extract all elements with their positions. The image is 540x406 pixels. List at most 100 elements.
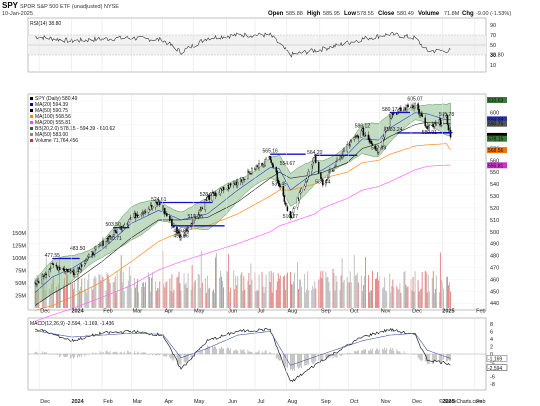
volume-bar [413,291,415,308]
volume-bar [389,273,391,308]
candle-body [364,135,367,137]
month-tick-label: Dec [40,309,50,315]
macd-histogram-bar [109,351,111,354]
volume-bar [418,291,420,308]
candle-body [108,236,110,242]
macd-histogram-bar [434,354,436,362]
volume-bar [173,289,175,308]
volume-bar [211,291,213,308]
candle-body [374,145,377,150]
price-tick-label: 560 [490,158,499,164]
candle-body [382,136,385,140]
rsi-tick-label: 30 [490,53,496,59]
candle-body [384,129,387,132]
candle-body [388,116,391,127]
volume-bar [327,277,329,308]
macd-histogram-bar [399,351,401,354]
macd-histogram-bar [158,354,160,356]
macd-histogram-bar [237,350,239,354]
macd-histogram-bar [248,351,250,354]
macd-histogram-bar [187,354,189,360]
volume-bar [64,278,65,308]
volume-bar [230,287,232,308]
macd-histogram-bar [386,347,388,354]
volume-bar [57,284,59,308]
price-annotation: 537.45 [272,182,288,188]
macd-histogram-bar [325,354,327,361]
volume-bar [55,286,57,308]
month-tick-label: Sep [321,309,331,315]
volume-bar [414,271,416,308]
candle-body [76,268,79,275]
price-tag-box [487,135,507,142]
volume-bar [434,288,436,308]
month-tick-label: Apr [164,399,173,405]
macd-histogram-bar [64,354,65,358]
volume-bar [354,275,356,308]
volume-bar [356,273,358,308]
volume-bar [369,292,370,308]
volume-bar [439,252,441,308]
candle-body [439,118,442,126]
volume-bar [398,289,400,308]
volume-bar [243,276,245,308]
month-tick-label: Dec [412,399,422,405]
macd-histogram-bar [264,350,266,354]
macd-histogram-bar [166,354,168,357]
volume-bar [72,283,74,308]
macd-histogram-bar [421,354,423,361]
volume-bar [307,271,309,308]
macd-histogram-bar [163,354,165,356]
macd-histogram-bar [73,354,74,359]
macd-histogram-bar [389,349,391,354]
candle-body [88,254,90,258]
macd-histogram-bar [126,350,128,354]
macd-histogram-bar [185,354,187,364]
macd-histogram-bar [297,354,298,368]
price-tick-label: 500 [490,230,499,236]
volume-bar [80,286,82,308]
macd-signal-line [35,330,451,366]
macd-histogram-bar [447,354,448,362]
macd-histogram-bar [431,354,433,364]
volume-bar [400,292,402,308]
candle-body [428,125,431,128]
macd-histogram-bar [377,349,378,354]
month-tick-label: Sep [321,399,331,405]
volume-bar [428,291,430,308]
macd-histogram-bar [42,353,44,354]
candle-body [194,217,196,218]
chg-label: Chg [462,11,474,17]
macd-histogram-bar [362,349,364,354]
candle-body [34,282,36,284]
volume-label: Volume [418,11,440,17]
volume-bar [412,276,414,308]
macd-histogram-bar [286,354,288,368]
volume-bar [397,288,399,308]
volume-bar [299,279,301,308]
volume-bar [212,289,214,308]
macd-histogram-bar [223,348,224,354]
volume-bar [152,272,154,308]
volume-bar [308,290,310,308]
price-tick-label: 520 [490,206,499,212]
volume-bar [70,283,72,308]
volume-bar [291,283,292,308]
volume-bar [350,282,352,308]
volume-bar [166,281,168,308]
macd-histogram-bar [438,354,440,361]
ma200-line [34,164,451,322]
volume-bar [81,278,83,308]
candle-body [304,182,307,187]
legend-entry: SPY (Daily) 580.49 [35,96,78,102]
price-tick-label: 530 [490,194,499,200]
macd-histogram-bar [354,351,356,354]
price-annotation: 503.50 [105,222,121,228]
macd-histogram-bar [201,349,203,354]
macd-histogram-bar [242,349,244,354]
macd-histogram-bar [240,349,242,354]
volume-bar [215,257,216,308]
volume-bar [450,291,451,308]
macd-histogram-bar [279,354,281,361]
macd-histogram-bar [84,354,86,357]
